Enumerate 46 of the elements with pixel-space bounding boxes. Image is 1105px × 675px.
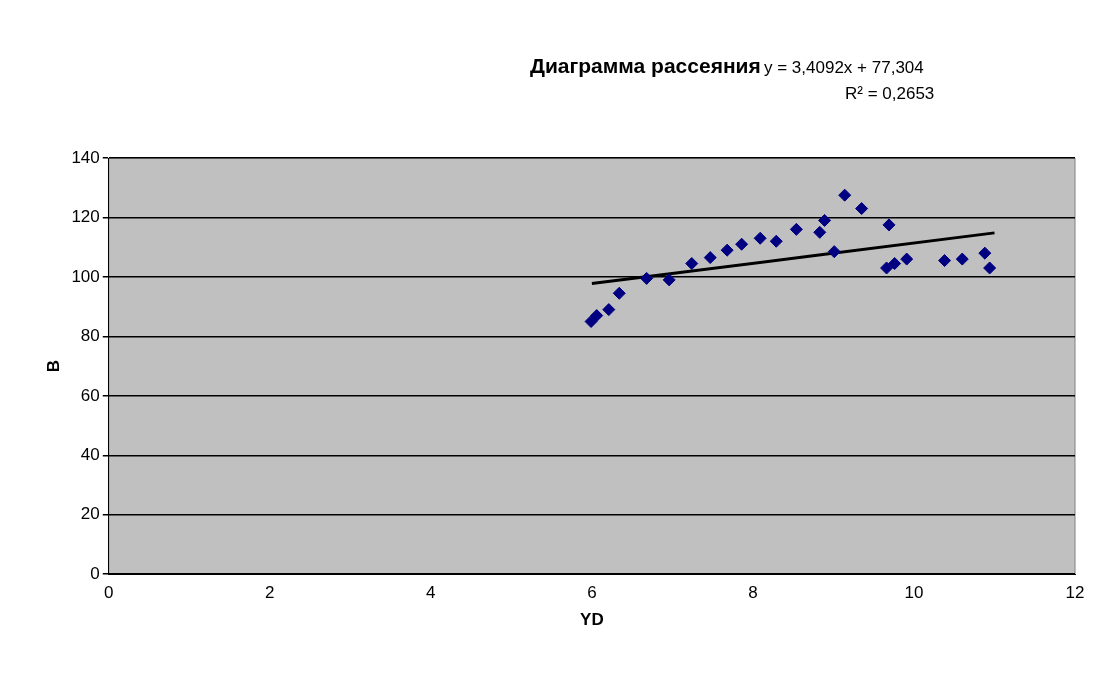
- point: [590, 309, 604, 323]
- point: [900, 252, 914, 266]
- x-tick-label: 6: [587, 583, 597, 603]
- point: [983, 261, 997, 275]
- x-tick-label: 4: [426, 583, 436, 603]
- point: [662, 273, 676, 287]
- text: y = 3,4092x + 77,304: [764, 58, 924, 78]
- point: [818, 213, 832, 227]
- point: [855, 202, 869, 216]
- point: [602, 303, 616, 317]
- y-tick-label: 80: [80, 326, 100, 346]
- point: [612, 286, 626, 300]
- y-tick-label: 140: [71, 147, 100, 167]
- point: [703, 251, 717, 265]
- x-tick-label: 10: [904, 583, 924, 603]
- point: [685, 257, 699, 271]
- point: [813, 225, 827, 239]
- point: [735, 237, 749, 251]
- y-tick-label: 20: [80, 504, 100, 524]
- y-tick-label: 60: [80, 385, 100, 405]
- y-tick-label: 0: [90, 563, 100, 583]
- point: [827, 245, 841, 259]
- point: [882, 218, 896, 232]
- x-axis-title: YD: [580, 610, 604, 630]
- text: R² = 0,2653: [845, 84, 935, 104]
- chart-title: Диаграмма рассеяния: [530, 54, 761, 78]
- x-tick-label: 2: [265, 583, 275, 603]
- x-tick-label: 0: [104, 583, 114, 603]
- point: [584, 315, 598, 329]
- point: [769, 234, 783, 248]
- point: [938, 254, 952, 268]
- x-tick-label: 12: [1065, 583, 1085, 603]
- point: [955, 252, 969, 266]
- y-axis-title: B: [43, 359, 63, 373]
- point: [838, 188, 852, 202]
- y-tick-label: 40: [80, 444, 100, 464]
- point: [753, 231, 767, 245]
- point: [888, 257, 902, 271]
- point: [720, 243, 734, 257]
- point: [978, 246, 992, 260]
- point: [640, 271, 654, 285]
- y-tick-label: 100: [71, 266, 100, 286]
- y-tick-label: 120: [71, 207, 100, 227]
- point: [880, 261, 894, 275]
- point: [789, 222, 803, 236]
- x-tick-label: 8: [748, 583, 758, 603]
